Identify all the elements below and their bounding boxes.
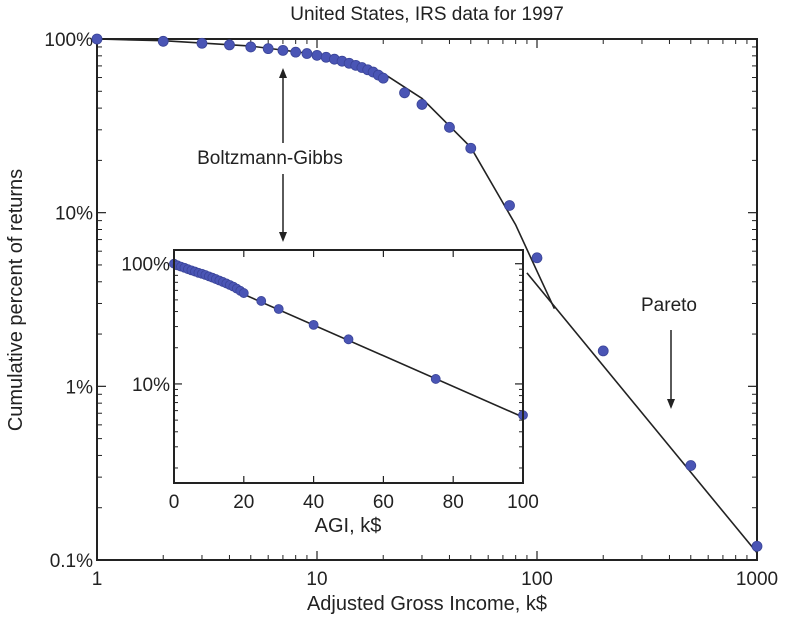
bg-arrow-up-head bbox=[279, 68, 287, 78]
inset-plot-frame bbox=[173, 249, 524, 484]
inset-data-point bbox=[308, 319, 319, 330]
data-point bbox=[504, 200, 515, 211]
main-plot-frame bbox=[96, 38, 758, 561]
x-tick-label: 1000 bbox=[736, 569, 778, 590]
inset-data-point bbox=[256, 296, 267, 306]
x-tick-label: 100 bbox=[521, 569, 553, 590]
y-tick-label: 100% bbox=[44, 30, 93, 51]
x-axis-label: Adjusted Gross Income, k$ bbox=[307, 593, 547, 615]
pareto-annotation-label: Pareto bbox=[641, 295, 697, 316]
data-point bbox=[277, 44, 289, 56]
bg-arrow-down-head bbox=[279, 232, 287, 242]
inset-y-tick-label: 10% bbox=[132, 375, 170, 396]
y-axis-label: Cumulative percent of returns bbox=[5, 169, 27, 431]
data-point bbox=[311, 49, 323, 61]
pareto-annotation: Pareto bbox=[641, 295, 697, 409]
inset-data-point bbox=[273, 304, 284, 314]
data-point bbox=[685, 460, 697, 471]
data-point bbox=[416, 99, 428, 110]
inset-data-points bbox=[169, 258, 528, 421]
data-point bbox=[262, 43, 274, 55]
inset-x-tick-label: 40 bbox=[303, 492, 324, 513]
inset-x-axis-label: AGI, k$ bbox=[315, 515, 382, 537]
inset-data-point bbox=[238, 288, 249, 298]
inset-x-tick-label: 0 bbox=[169, 492, 180, 513]
boltzmann-gibbs-annotation: Boltzmann-Gibbs bbox=[197, 68, 343, 242]
data-point bbox=[597, 345, 609, 357]
inset-data-point bbox=[430, 374, 441, 384]
inset-y-tick-label: 100% bbox=[121, 255, 170, 276]
data-point bbox=[245, 41, 257, 53]
inset-x-tick-label: 100 bbox=[507, 492, 539, 513]
y-tick-label: 10% bbox=[55, 204, 93, 225]
data-point bbox=[377, 72, 389, 84]
data-point bbox=[531, 252, 543, 264]
data-point bbox=[157, 35, 169, 47]
x-tick-label: 10 bbox=[306, 569, 327, 590]
data-point bbox=[196, 37, 208, 49]
inset-x-tick-label: 60 bbox=[373, 492, 394, 513]
x-tick-label: 1 bbox=[92, 569, 103, 590]
data-point bbox=[224, 39, 235, 51]
bg-annotation-label: Boltzmann-Gibbs bbox=[197, 148, 343, 169]
data-point bbox=[444, 121, 455, 133]
inset-x-tick-label: 20 bbox=[233, 492, 254, 513]
inset-data-point bbox=[343, 334, 354, 345]
main-data-points bbox=[91, 33, 763, 552]
y-tick-label: 0.1% bbox=[50, 551, 93, 572]
data-point bbox=[751, 540, 763, 552]
pareto-fit-line bbox=[526, 272, 758, 554]
data-point bbox=[91, 33, 103, 45]
chart-title: United States, IRS data for 1997 bbox=[290, 4, 564, 25]
data-point bbox=[465, 142, 477, 154]
data-point bbox=[301, 48, 313, 59]
pareto-arrow-head bbox=[667, 399, 675, 409]
y-tick-label: 1% bbox=[66, 377, 94, 398]
data-point bbox=[399, 87, 410, 99]
data-point bbox=[290, 46, 302, 58]
inset-x-tick-label: 80 bbox=[443, 492, 464, 513]
